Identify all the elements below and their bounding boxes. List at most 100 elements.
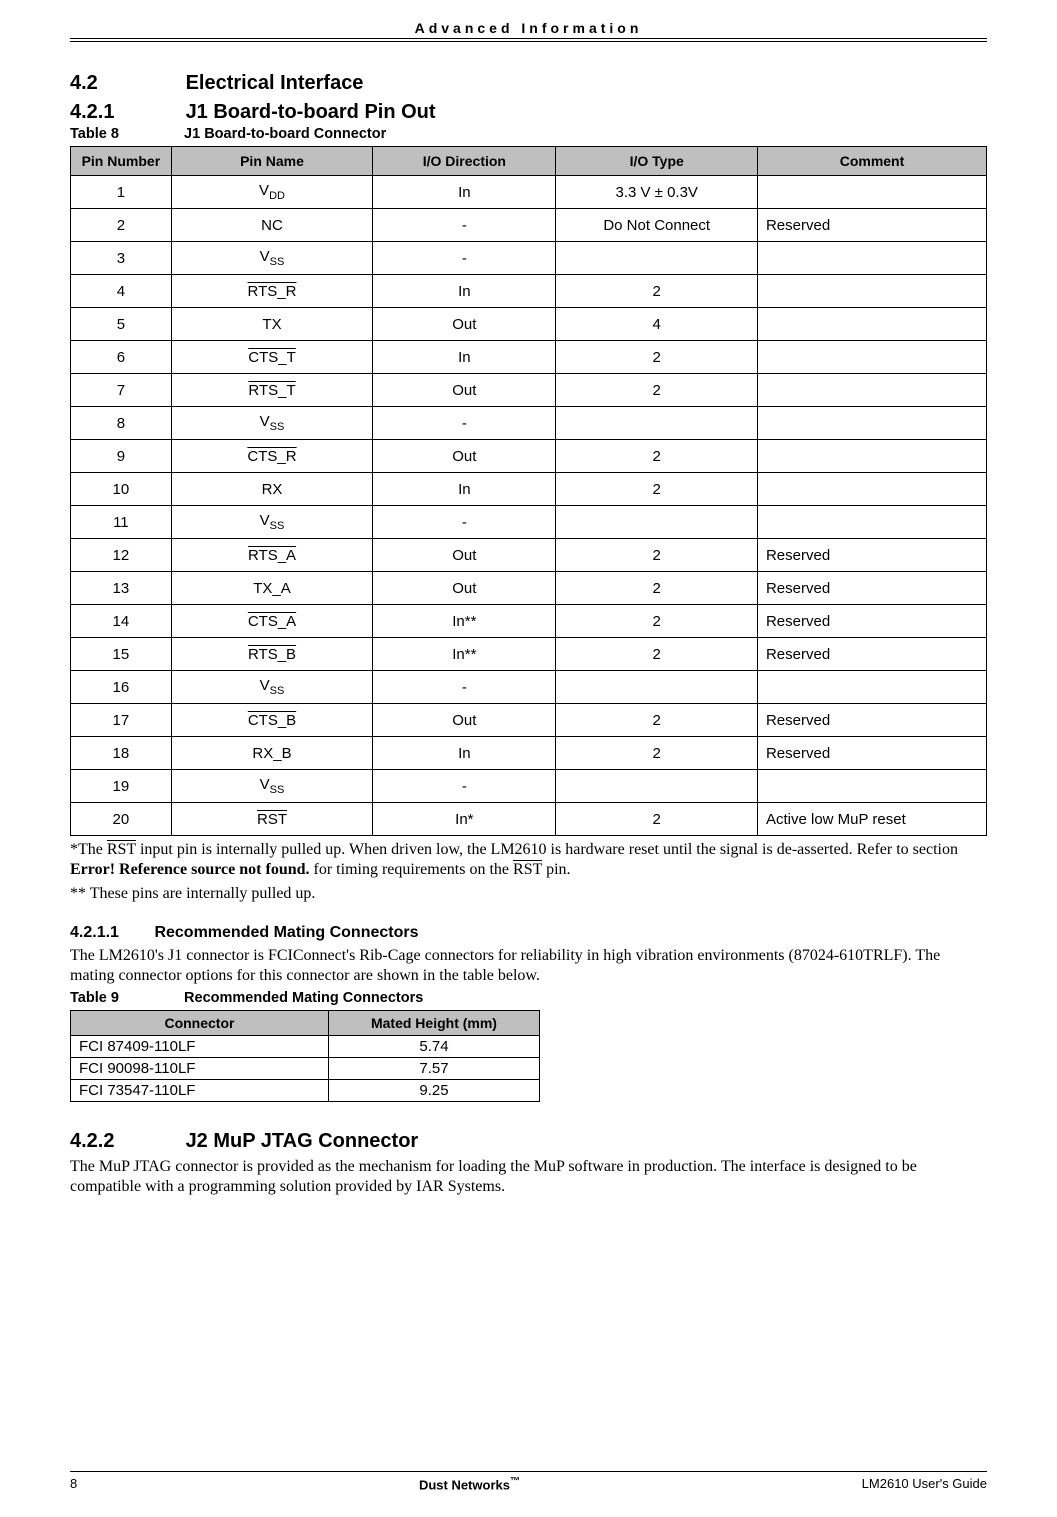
section-title: Electrical Interface bbox=[186, 72, 364, 94]
table-header-row: ConnectorMated Height (mm) bbox=[71, 1011, 540, 1036]
cell-pin-number: 1 bbox=[71, 176, 172, 209]
section-title: Recommended Mating Connectors bbox=[154, 924, 418, 941]
cell-io-direction: - bbox=[373, 209, 556, 242]
cell-io-direction: Out bbox=[373, 374, 556, 407]
cell-pin-name: TX_A bbox=[171, 572, 373, 605]
table-title: J1 Board-to-board Connector bbox=[184, 126, 386, 142]
table-row: 20RSTIn*2Active low MuP reset bbox=[71, 803, 987, 836]
cell-comment bbox=[757, 473, 986, 506]
cell-io-direction: - bbox=[373, 671, 556, 704]
cell-comment bbox=[757, 308, 986, 341]
table-row: 11VSS- bbox=[71, 506, 987, 539]
table-column-header: Pin Number bbox=[71, 147, 172, 176]
table-column-header: Comment bbox=[757, 147, 986, 176]
cell-pin-number: 18 bbox=[71, 737, 172, 770]
page-footer: 8 Dust Networks™ LM2610 User's Guide bbox=[70, 1471, 987, 1492]
heading-4-2-1-1: 4.2.1.1 Recommended Mating Connectors bbox=[70, 924, 987, 942]
cell-io-type: 2 bbox=[556, 539, 758, 572]
cell-comment: Reserved bbox=[757, 638, 986, 671]
cell-pin-number: 13 bbox=[71, 572, 172, 605]
table-row: 5TXOut4 bbox=[71, 308, 987, 341]
cell-pin-number: 9 bbox=[71, 440, 172, 473]
table8: Pin NumberPin NameI/O DirectionI/O TypeC… bbox=[70, 146, 987, 836]
cell-comment: Reserved bbox=[757, 605, 986, 638]
cell-pin-number: 14 bbox=[71, 605, 172, 638]
cell-comment bbox=[757, 374, 986, 407]
heading-4-2-1: 4.2.1 J1 Board-to-board Pin Out bbox=[70, 101, 987, 124]
table-row: 7RTS_TOut2 bbox=[71, 374, 987, 407]
cell-io-type: 2 bbox=[556, 638, 758, 671]
cell-pin-name: CTS_A bbox=[171, 605, 373, 638]
cell-io-direction: - bbox=[373, 407, 556, 440]
cell-pin-name: VSS bbox=[171, 506, 373, 539]
cell-pin-number: 17 bbox=[71, 704, 172, 737]
cell-io-type bbox=[556, 242, 758, 275]
cell-pin-name: RX bbox=[171, 473, 373, 506]
table-column-header: I/O Type bbox=[556, 147, 758, 176]
cell-comment bbox=[757, 440, 986, 473]
section-number: 4.2.1.1 bbox=[70, 924, 150, 942]
cell-pin-number: 4 bbox=[71, 275, 172, 308]
cell-comment bbox=[757, 770, 986, 803]
table-row: 1VDDIn3.3 V ± 0.3V bbox=[71, 176, 987, 209]
cell-io-type: 2 bbox=[556, 275, 758, 308]
cell-pin-number: 19 bbox=[71, 770, 172, 803]
cell-pin-name: RTS_T bbox=[171, 374, 373, 407]
para-4211: The LM2610's J1 connector is FCIConnect'… bbox=[70, 946, 987, 986]
cell-pin-name: RTS_B bbox=[171, 638, 373, 671]
cell-pin-name: RST bbox=[171, 803, 373, 836]
table-header-row: Pin NumberPin NameI/O DirectionI/O TypeC… bbox=[71, 147, 987, 176]
cell-comment bbox=[757, 176, 986, 209]
cell-pin-number: 11 bbox=[71, 506, 172, 539]
footer-page-number: 8 bbox=[70, 1476, 77, 1492]
cell-pin-number: 5 bbox=[71, 308, 172, 341]
table-row: 16VSS- bbox=[71, 671, 987, 704]
cell-io-direction: - bbox=[373, 506, 556, 539]
table-column-header: Pin Name bbox=[171, 147, 373, 176]
cell-comment bbox=[757, 242, 986, 275]
table-column-header: Mated Height (mm) bbox=[328, 1011, 539, 1036]
table-column-header: Connector bbox=[71, 1011, 329, 1036]
cell-io-direction: In bbox=[373, 176, 556, 209]
table-row: 18RX_BIn2Reserved bbox=[71, 737, 987, 770]
cell-pin-number: 3 bbox=[71, 242, 172, 275]
cell-io-direction: In bbox=[373, 473, 556, 506]
cell-io-direction: In** bbox=[373, 605, 556, 638]
cell-pin-number: 2 bbox=[71, 209, 172, 242]
cell-pin-name: VSS bbox=[171, 242, 373, 275]
cell-pin-name: TX bbox=[171, 308, 373, 341]
table-row: 19VSS- bbox=[71, 770, 987, 803]
cell-io-direction: Out bbox=[373, 308, 556, 341]
table-row: FCI 90098-110LF7.57 bbox=[71, 1058, 540, 1080]
table-title: Recommended Mating Connectors bbox=[184, 990, 423, 1006]
cell-pin-number: 16 bbox=[71, 671, 172, 704]
cell-io-type: 4 bbox=[556, 308, 758, 341]
cell-io-type: 2 bbox=[556, 473, 758, 506]
section-title: J2 MuP JTAG Connector bbox=[186, 1130, 419, 1152]
table-row: 15RTS_BIn**2Reserved bbox=[71, 638, 987, 671]
cell-comment bbox=[757, 671, 986, 704]
footer-doc-title: LM2610 User's Guide bbox=[862, 1476, 987, 1492]
cell-pin-number: 10 bbox=[71, 473, 172, 506]
cell-pin-number: 12 bbox=[71, 539, 172, 572]
cell-comment: Active low MuP reset bbox=[757, 803, 986, 836]
cell-pin-name: CTS_B bbox=[171, 704, 373, 737]
cell-io-direction: - bbox=[373, 770, 556, 803]
cell-io-type: Do Not Connect bbox=[556, 209, 758, 242]
heading-4-2-2: 4.2.2 J2 MuP JTAG Connector bbox=[70, 1130, 987, 1153]
cell-pin-name: VSS bbox=[171, 671, 373, 704]
cell-io-type: 2 bbox=[556, 341, 758, 374]
cell-comment: Reserved bbox=[757, 737, 986, 770]
cell-pin-number: 6 bbox=[71, 341, 172, 374]
cell-io-type: 2 bbox=[556, 572, 758, 605]
running-header: Advanced Information bbox=[70, 20, 987, 38]
cell-io-type: 3.3 V ± 0.3V bbox=[556, 176, 758, 209]
para-422: The MuP JTAG connector is provided as th… bbox=[70, 1157, 987, 1197]
heading-4-2: 4.2 Electrical Interface bbox=[70, 72, 987, 95]
table-row: 13TX_AOut2Reserved bbox=[71, 572, 987, 605]
section-number: 4.2.1 bbox=[70, 101, 180, 124]
cell-comment: Reserved bbox=[757, 572, 986, 605]
cell-io-type: 2 bbox=[556, 374, 758, 407]
cell-connector: FCI 90098-110LF bbox=[71, 1058, 329, 1080]
header-rule-top: Advanced Information bbox=[70, 20, 987, 39]
